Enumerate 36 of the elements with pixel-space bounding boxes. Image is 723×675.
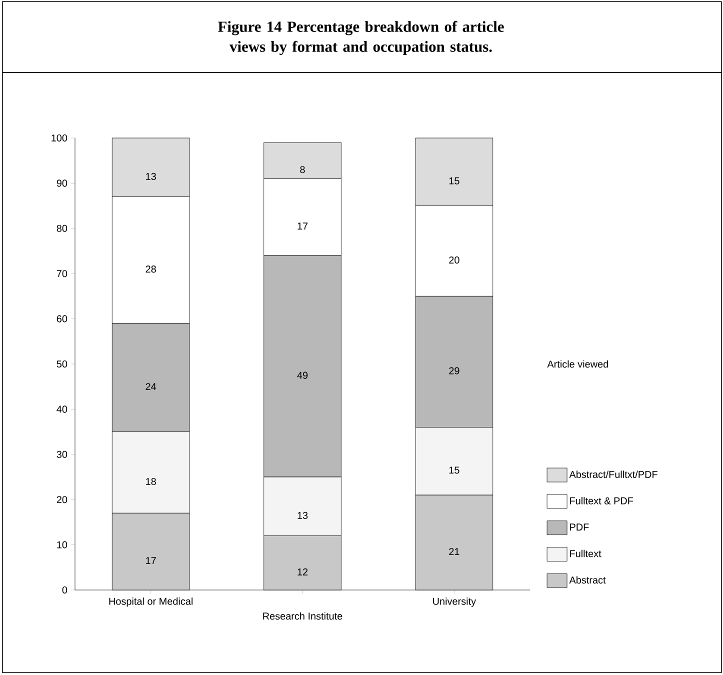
data-label: 49 — [297, 372, 308, 379]
data-label: 28 — [146, 266, 156, 273]
y-tick-label: 80 — [56, 224, 68, 232]
legend-label: Abstract/Fulltxt/PDF — [569, 470, 658, 478]
y-tick-label: 90 — [56, 180, 68, 187]
data-label: 20 — [449, 256, 460, 264]
legend-title: Article viewed — [547, 360, 608, 368]
y-tick-label: 20 — [56, 496, 68, 504]
y-tick-label: 70 — [56, 270, 68, 278]
data-label: 15 — [449, 466, 460, 474]
data-label: 18 — [146, 478, 156, 486]
data-label: 17 — [298, 222, 308, 230]
data-label: 15 — [449, 177, 460, 184]
data-label: 21 — [449, 548, 460, 556]
y-tick-label: 0 — [62, 586, 68, 594]
legend-label: Fulltext & PDF — [570, 497, 634, 504]
data-label: 13 — [298, 512, 308, 519]
y-tick-label: 100 — [52, 134, 68, 142]
chart-title: Figure 14 Percentage breakdown of article views by format and occupation status. — [218, 20, 504, 56]
data-label: 13 — [146, 172, 156, 180]
legend-label: Abstract — [569, 576, 606, 584]
y-tick-label: 10 — [57, 541, 68, 548]
data-label: 24 — [146, 383, 156, 390]
x-tick-label: Research Institute — [263, 612, 342, 620]
data-label: 8 — [300, 166, 305, 174]
data-label: 29 — [449, 367, 460, 374]
legend-label: PDF — [570, 524, 589, 530]
x-tick-label: Hospital or Medical — [109, 598, 193, 607]
y-tick-label: 50 — [56, 360, 68, 368]
x-tick-label: University — [433, 598, 476, 607]
y-tick-label: 30 — [56, 450, 68, 458]
legend-label: Fulltext — [570, 550, 602, 558]
y-tick-label: 40 — [56, 406, 68, 413]
y-tick-label: 60 — [56, 315, 68, 322]
data-label: 12 — [298, 568, 308, 576]
data-label: 17 — [146, 557, 156, 564]
